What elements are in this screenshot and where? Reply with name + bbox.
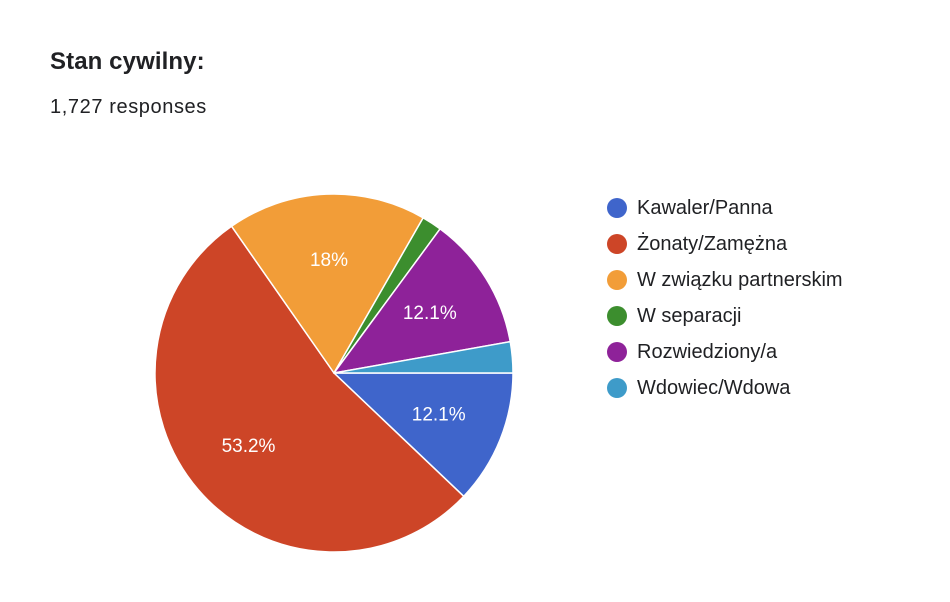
legend-item[interactable]: Żonaty/Zamężna — [607, 226, 843, 262]
pie-slice-2[interactable] — [154, 225, 465, 553]
pie-slice-1[interactable] — [333, 372, 514, 498]
legend-label: Kawaler/Panna — [637, 196, 773, 219]
chart-legend: Kawaler/Panna Żonaty/Zamężna W związku par… — [607, 190, 843, 406]
legend-label: Żonaty/Zamężna — [637, 232, 788, 255]
legend-label: W związku partnerskim — [637, 268, 843, 291]
legend-label: W separacji — [637, 304, 742, 327]
legend-item[interactable]: W związku partnerskim — [607, 262, 843, 298]
legend-swatch — [607, 306, 627, 326]
legend-swatch — [607, 234, 627, 254]
pie-slice-3[interactable] — [230, 193, 424, 374]
legend-swatch — [607, 342, 627, 362]
slice-label-2: 53.2% — [222, 436, 276, 457]
legend-item[interactable]: Rozwiedziony/a — [607, 334, 843, 370]
legend-item[interactable]: Kawaler/Panna — [607, 190, 843, 226]
legend-swatch — [607, 198, 627, 218]
pie-slice-6[interactable] — [333, 340, 514, 374]
legend-label: Wdowiec/Wdowa — [637, 376, 791, 399]
slice-label-1: 12.1% — [412, 404, 466, 425]
legend-item[interactable]: W separacji — [607, 298, 843, 334]
slice-label-5: 12.1% — [403, 303, 457, 324]
pie-slice-5[interactable] — [333, 228, 511, 374]
legend-swatch — [607, 270, 627, 290]
response-count: 1,727 responses — [50, 96, 207, 118]
slice-label-3: 18% — [310, 250, 348, 271]
question-title: Stan cywilny: — [50, 48, 205, 75]
legend-item[interactable]: Wdowiec/Wdowa — [607, 370, 843, 406]
legend-label: Rozwiedziony/a — [637, 340, 778, 363]
legend-swatch — [607, 378, 627, 398]
